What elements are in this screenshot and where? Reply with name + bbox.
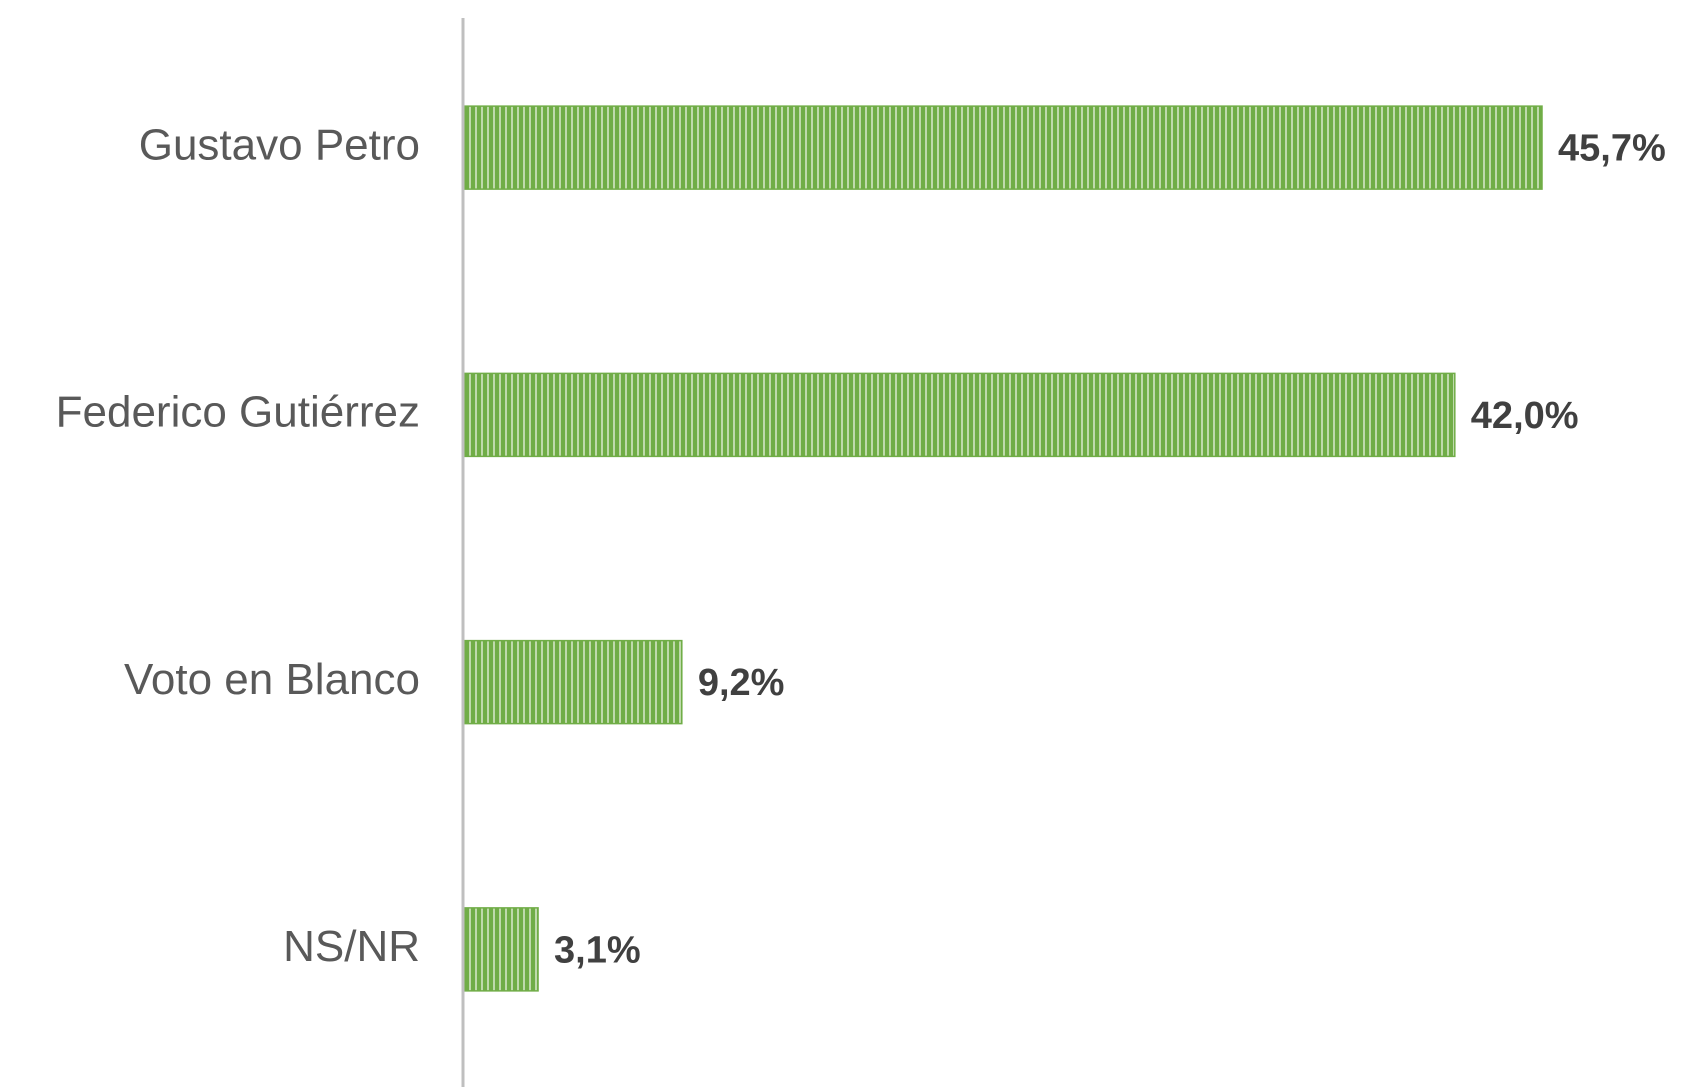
value-label: 3,1% [554, 929, 641, 971]
category-label: Gustavo Petro [139, 120, 420, 169]
bar [464, 372, 1456, 458]
value-label: 45,7% [1558, 128, 1666, 170]
bar [464, 105, 1543, 190]
category-label: Federico Gutiérrez [56, 388, 420, 437]
bar [464, 907, 539, 992]
category-label: Voto en Blanco [124, 655, 420, 704]
value-label: 42,0% [1471, 395, 1579, 437]
bar [464, 639, 683, 725]
value-label: 9,2% [698, 662, 785, 704]
category-label: NS/NR [283, 922, 420, 971]
